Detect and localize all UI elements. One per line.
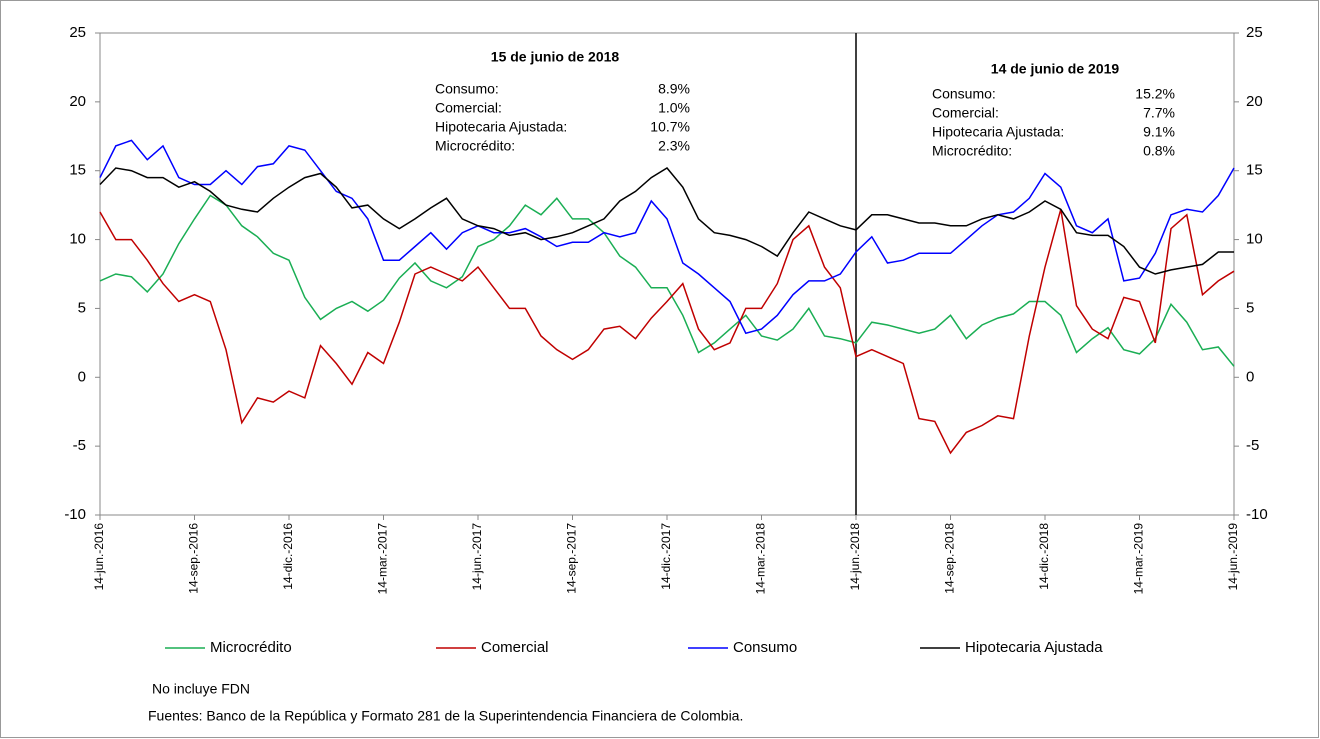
x-tick-label: 14-sep.-2017: [565, 523, 579, 594]
x-tick-label: 14-jun.-2018: [848, 523, 862, 591]
y-tick-label: 0: [78, 368, 86, 385]
legend-label: Comercial: [481, 639, 549, 656]
y2-tick-label: 25: [1246, 24, 1263, 41]
annotation-value: 1.0%: [658, 100, 690, 116]
annotation-value: 10.7%: [650, 119, 690, 135]
y-tick-label: 20: [69, 93, 86, 110]
x-tick-label: 14-jun.-2016: [92, 523, 106, 591]
legend-label: Consumo: [733, 639, 797, 656]
y-tick-label: -5: [73, 437, 86, 454]
annotation-value: 7.7%: [1143, 105, 1175, 121]
annotation-value: 2.3%: [658, 138, 690, 154]
y2-tick-label: 20: [1246, 93, 1263, 110]
annotation-label: Comercial:: [932, 105, 999, 121]
y-tick-label: -10: [64, 506, 86, 523]
annotation-label: Microcrédito:: [932, 143, 1012, 159]
y-tick-label: 5: [78, 299, 86, 316]
x-tick-label: 14-sep.-2018: [943, 523, 957, 594]
x-tick-label: 14-dic.-2017: [659, 523, 673, 590]
series-line: [99, 167, 1234, 275]
annotation-value: 0.8%: [1143, 143, 1175, 159]
y-tick-label: 15: [69, 162, 86, 179]
y-tick-label: 25: [69, 24, 86, 41]
y2-tick-label: 5: [1246, 299, 1254, 316]
annotation-label: Hipotecaria Ajustada:: [932, 124, 1064, 140]
y-tick-label: 10: [69, 231, 86, 248]
series-line: [99, 194, 1235, 367]
annotation-label: Consumo:: [932, 86, 996, 102]
annotation-label: Microcrédito:: [435, 138, 515, 154]
x-tick-label: 14-jun.-2017: [470, 523, 484, 591]
annotation-label: Hipotecaria Ajustada:: [435, 119, 567, 135]
x-tick-label: 14-sep.-2016: [187, 523, 201, 594]
annotation-value: 15.2%: [1135, 86, 1175, 102]
annotation-title: 14 de junio de 2019: [991, 61, 1120, 77]
annotation-label: Comercial:: [435, 100, 502, 116]
x-tick-label: 14-mar.-2017: [376, 523, 390, 595]
y2-tick-label: -10: [1246, 506, 1268, 523]
x-tick-label: 14-dic.-2018: [1037, 523, 1051, 590]
legend-label: Hipotecaria Ajustada: [965, 639, 1103, 656]
x-tick-label: 14-jun.-2019: [1226, 523, 1240, 591]
series-line: [99, 209, 1235, 455]
x-tick-label: 14-dic.-2016: [281, 523, 295, 590]
y2-tick-label: 10: [1246, 231, 1263, 248]
x-tick-label: 14-mar.-2018: [754, 523, 768, 595]
legend-label: Microcrédito: [210, 639, 292, 656]
annotation-value: 9.1%: [1143, 124, 1175, 140]
y2-tick-label: -5: [1246, 437, 1259, 454]
x-tick-label: 14-mar.-2019: [1132, 523, 1146, 595]
annotation-value: 8.9%: [658, 81, 690, 97]
y2-tick-label: 15: [1246, 162, 1263, 179]
y2-tick-label: 0: [1246, 368, 1254, 385]
note: No incluye FDN: [152, 681, 250, 697]
note: Fuentes: Banco de la República y Formato…: [148, 708, 743, 724]
annotation-label: Consumo:: [435, 81, 499, 97]
annotation-title: 15 de junio de 2018: [491, 49, 620, 65]
series-line: [99, 139, 1235, 335]
